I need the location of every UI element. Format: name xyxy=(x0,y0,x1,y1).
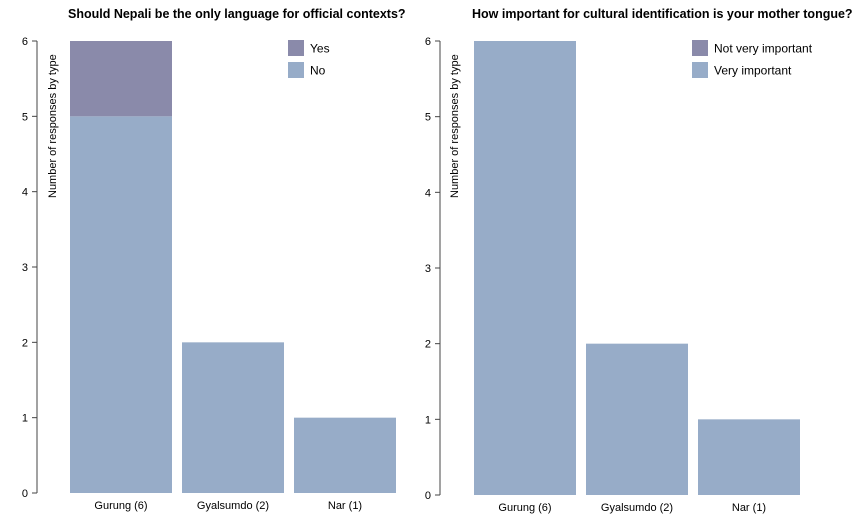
legend-label: Very important xyxy=(714,64,792,78)
x-tick-label: Gyalsumdo (2) xyxy=(197,500,269,512)
bar-yes xyxy=(70,41,172,117)
y-tick-label: 5 xyxy=(425,112,431,124)
y-axis-label: Number of responses by type xyxy=(47,54,59,198)
y-tick-label: 1 xyxy=(22,413,28,425)
chart-title: Should Nepali be the only language for o… xyxy=(68,7,406,21)
y-tick-label: 4 xyxy=(22,187,28,199)
x-tick-label: Nar (1) xyxy=(328,500,362,512)
bar-very-important xyxy=(586,343,688,495)
bar-very-important xyxy=(698,419,800,495)
y-tick-label: 5 xyxy=(22,111,28,123)
y-tick-label: 6 xyxy=(22,36,28,48)
legend: Not very important Very important xyxy=(692,40,813,78)
chart-2: How important for cultural identificatio… xyxy=(425,7,852,514)
legend-swatch xyxy=(692,62,708,78)
legend-swatch xyxy=(288,40,304,56)
y-tick-label: 3 xyxy=(22,262,28,274)
legend-label: No xyxy=(310,64,326,78)
chart-1: Should Nepali be the only language for o… xyxy=(22,7,406,512)
x-tick-label: Nar (1) xyxy=(732,502,766,514)
y-axis-label: Number of responses by type xyxy=(449,54,461,198)
bar-very-important xyxy=(474,41,576,495)
y-tick-label: 3 xyxy=(425,263,431,275)
legend-label: Yes xyxy=(310,42,330,56)
x-tick-label: Gurung (6) xyxy=(94,500,147,512)
y-tick-label: 0 xyxy=(425,490,431,502)
y-tick-label: 2 xyxy=(425,339,431,351)
bar-no xyxy=(182,342,284,493)
chart-title: How important for cultural identificatio… xyxy=(472,7,852,21)
legend-swatch xyxy=(692,40,708,56)
y-tick-label: 6 xyxy=(425,36,431,48)
y-tick-label: 1 xyxy=(425,414,431,426)
y-tick-label: 0 xyxy=(22,488,28,500)
legend-label: Not very important xyxy=(714,42,813,56)
bar-no xyxy=(294,417,396,493)
legend-swatch xyxy=(288,62,304,78)
x-tick-label: Gurung (6) xyxy=(498,502,551,514)
x-tick-label: Gyalsumdo (2) xyxy=(601,502,673,514)
bar-no xyxy=(70,116,172,493)
y-tick-label: 4 xyxy=(425,187,431,199)
y-tick-label: 2 xyxy=(22,337,28,349)
legend: Yes No xyxy=(288,40,330,78)
